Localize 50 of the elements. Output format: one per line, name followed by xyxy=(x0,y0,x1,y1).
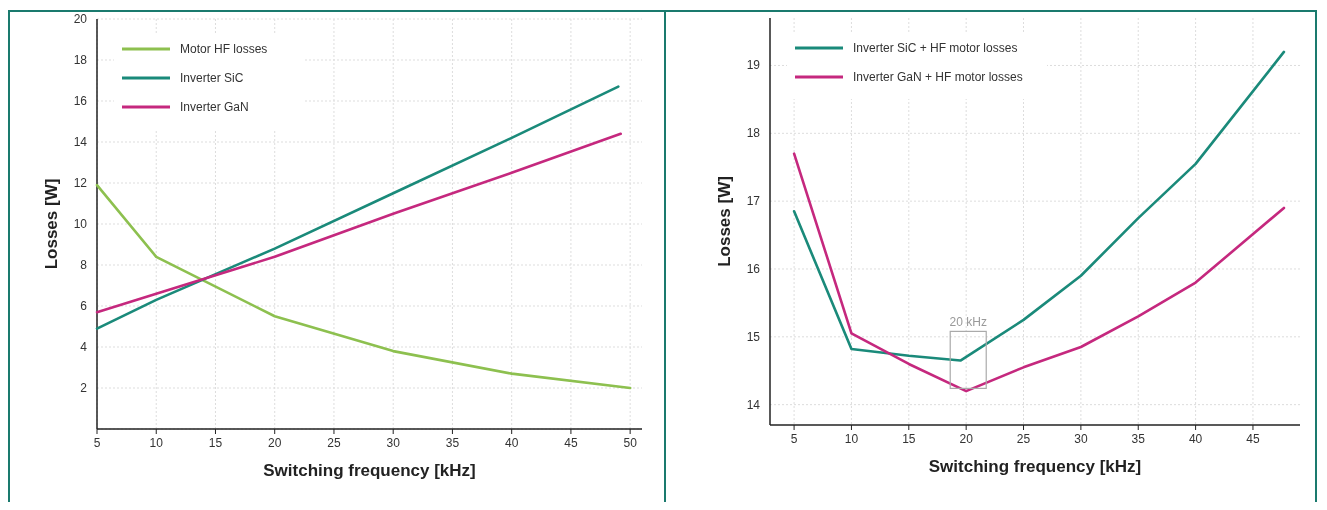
y-tick-label: 8 xyxy=(80,258,88,272)
x-tick-label: 10 xyxy=(844,432,859,446)
line-series xyxy=(792,50,1286,362)
legend-label: Motor HF losses xyxy=(180,42,268,56)
line-series xyxy=(95,183,632,390)
x-tick-label: 50 xyxy=(623,436,638,450)
x-tick-label: 40 xyxy=(504,436,519,450)
x-tick-label: 45 xyxy=(1246,432,1260,446)
x-tick-label: 20 xyxy=(268,436,282,450)
legend-label: Inverter GaN + HF motor losses xyxy=(853,70,1023,84)
line-series xyxy=(792,152,1286,393)
y-tick-label: 17 xyxy=(746,194,761,209)
x-tick-label: 10 xyxy=(149,436,164,450)
y-tick-label: 18 xyxy=(746,126,761,141)
y-tick-label: 18 xyxy=(73,53,88,67)
x-tick-label: 15 xyxy=(902,432,916,446)
y-tick-label: 4 xyxy=(80,340,88,354)
y-tick-label: 16 xyxy=(746,261,761,276)
y-tick-label: 14 xyxy=(73,135,88,149)
y-tick-label: 12 xyxy=(73,176,88,190)
x-axis-title: Switching frequency [kHz] xyxy=(928,457,1142,476)
y-tick-label: 19 xyxy=(746,58,761,73)
x-tick-label: 30 xyxy=(386,436,401,450)
y-tick-label: 10 xyxy=(73,217,88,231)
legend-label: Inverter GaN xyxy=(180,100,249,114)
x-tick-label: 45 xyxy=(564,436,578,450)
y-axis-title: Losses [W] xyxy=(715,176,734,267)
line-series xyxy=(95,132,622,314)
x-tick-label: 35 xyxy=(445,436,460,450)
x-tick-label: 30 xyxy=(1074,432,1088,446)
y-tick-label: 16 xyxy=(73,94,88,108)
x-tick-label: 40 xyxy=(1188,432,1203,446)
y-tick-label: 20 xyxy=(73,12,88,26)
y-tick-label: 6 xyxy=(80,299,88,313)
x-tick-label: 15 xyxy=(208,436,223,450)
x-tick-label: 25 xyxy=(327,436,341,450)
x-tick-label: 35 xyxy=(1131,432,1146,446)
annotation: 20 kHz xyxy=(949,315,987,330)
legend-label: Inverter SiC xyxy=(180,71,244,85)
x-tick-label: 25 xyxy=(1016,432,1031,446)
x-tick-label: 20 xyxy=(959,432,974,446)
legend-label: Inverter SiC + HF motor losses xyxy=(853,41,1018,55)
y-tick-label: 14 xyxy=(746,397,761,412)
line-series xyxy=(95,85,620,330)
y-tick-label: 2 xyxy=(80,381,88,395)
x-tick-label: 5 xyxy=(93,436,101,450)
x-axis-title: Switching frequency [kHz] xyxy=(263,461,476,480)
y-tick-label: 15 xyxy=(746,329,761,344)
y-axis-title: Losses [W] xyxy=(42,178,61,270)
x-tick-label: 5 xyxy=(790,432,798,446)
